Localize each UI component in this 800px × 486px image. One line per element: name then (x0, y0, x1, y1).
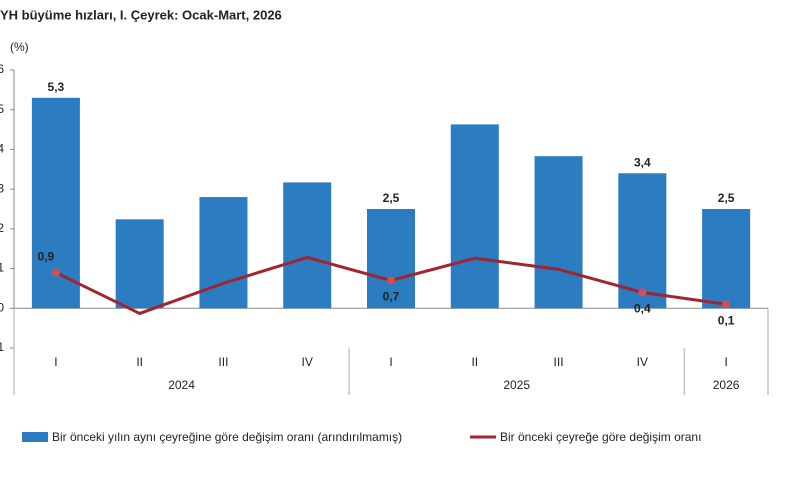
x-tick-label: IV (637, 355, 648, 369)
chart-title: YH büyüme hızları, I. Çeyrek: Ocak-Mart,… (0, 7, 282, 22)
bar (31, 97, 80, 309)
bar (702, 209, 751, 309)
bar (618, 173, 667, 309)
y-tick-label: 2 (0, 221, 4, 235)
group-label: 2024 (168, 378, 195, 392)
y-tick-label: 6 (0, 62, 4, 76)
x-tick-label: I (54, 355, 57, 369)
x-tick-label: I (724, 355, 727, 369)
bar (534, 156, 583, 309)
bar (115, 219, 164, 309)
x-tick-label: IV (302, 355, 313, 369)
bar-value-label: 3,4 (634, 155, 651, 169)
y-tick-label: 0 (0, 300, 4, 314)
bar (283, 182, 332, 309)
line-value-label: 0,7 (383, 290, 400, 304)
group-label: 2026 (713, 378, 740, 392)
line-value-label: 0,9 (38, 250, 55, 264)
legend-swatch (22, 432, 48, 442)
y-tick-label: 1 (0, 261, 4, 275)
x-tick-label: I (389, 355, 392, 369)
line-value-label: 0,1 (718, 313, 735, 327)
line-marker (387, 276, 395, 285)
bar-value-label: 2,5 (718, 191, 735, 205)
x-tick-label: III (554, 355, 564, 369)
y-tick-label: 3 (0, 181, 4, 195)
bar (450, 124, 499, 309)
bar (199, 197, 248, 309)
legend-label: Bir önceki çeyreğe göre değişim oranı (500, 430, 701, 444)
y-unit: (%) (10, 40, 29, 54)
bar-value-label: 5,3 (48, 80, 65, 94)
bar (367, 209, 415, 309)
legend-label: Bir önceki yılın aynı çeyreğine göre değ… (52, 430, 402, 444)
line-marker (722, 300, 731, 309)
group-label: 2025 (503, 378, 530, 392)
y-tick-label: -1 (0, 340, 4, 354)
y-tick-label: 5 (0, 102, 4, 116)
line-value-label: 0,4 (634, 302, 651, 316)
bar-value-label: 2,5 (383, 191, 400, 205)
x-tick-label: III (218, 355, 228, 369)
line-marker (638, 288, 647, 297)
line-marker (51, 268, 60, 277)
y-tick-label: 4 (0, 142, 4, 156)
x-tick-label: II (471, 355, 478, 369)
x-tick-label: II (136, 355, 143, 369)
